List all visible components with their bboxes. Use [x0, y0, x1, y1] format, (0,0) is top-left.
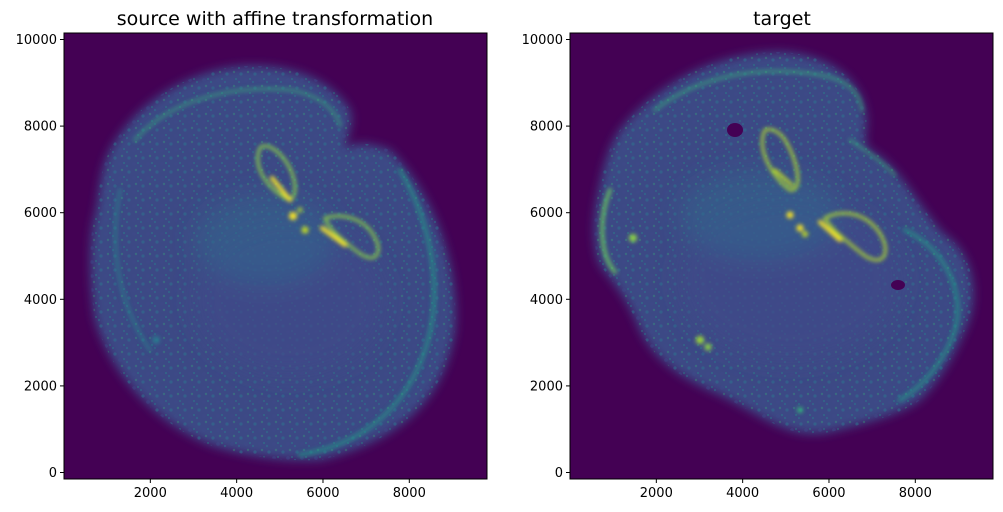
x-axis: 2000 4000 6000 8000	[640, 479, 932, 501]
y-axis: 0 2000 4000 6000 8000 10000	[522, 33, 570, 481]
tissue-image	[90, 65, 456, 461]
x-tick-label: 8000	[899, 486, 932, 501]
panel-source: source with affine transformation	[16, 8, 488, 501]
y-tick-label: 2000	[530, 379, 563, 394]
x-tick-label: 6000	[306, 486, 339, 501]
y-tick-label: 0	[49, 466, 57, 481]
x-tick-label: 2000	[134, 486, 167, 501]
holes	[727, 123, 905, 290]
panel-title: target	[753, 8, 811, 30]
x-tick-label: 8000	[393, 486, 426, 501]
y-tick-label: 6000	[24, 206, 57, 221]
y-axis: 0 2000 4000 6000 8000 10000	[16, 33, 64, 481]
panel-title: source with affine transformation	[117, 8, 433, 30]
x-tick-label: 6000	[812, 486, 845, 501]
y-tick-label: 10000	[522, 33, 563, 48]
y-tick-label: 2000	[24, 379, 57, 394]
y-tick-label: 10000	[16, 33, 57, 48]
y-tick-label: 4000	[24, 293, 57, 308]
x-tick-label: 4000	[726, 486, 759, 501]
tissue-image	[594, 52, 974, 434]
y-tick-label: 0	[555, 466, 563, 481]
x-axis: 2000 4000 6000 8000	[134, 479, 426, 501]
y-tick-label: 6000	[530, 206, 563, 221]
y-tick-label: 4000	[530, 293, 563, 308]
x-tick-label: 4000	[220, 486, 253, 501]
y-tick-label: 8000	[24, 120, 57, 135]
x-tick-label: 2000	[640, 486, 673, 501]
y-tick-label: 8000	[530, 120, 563, 135]
plot-frame	[569, 32, 994, 480]
panel-target: target	[522, 8, 994, 501]
plot-frame	[63, 32, 488, 480]
